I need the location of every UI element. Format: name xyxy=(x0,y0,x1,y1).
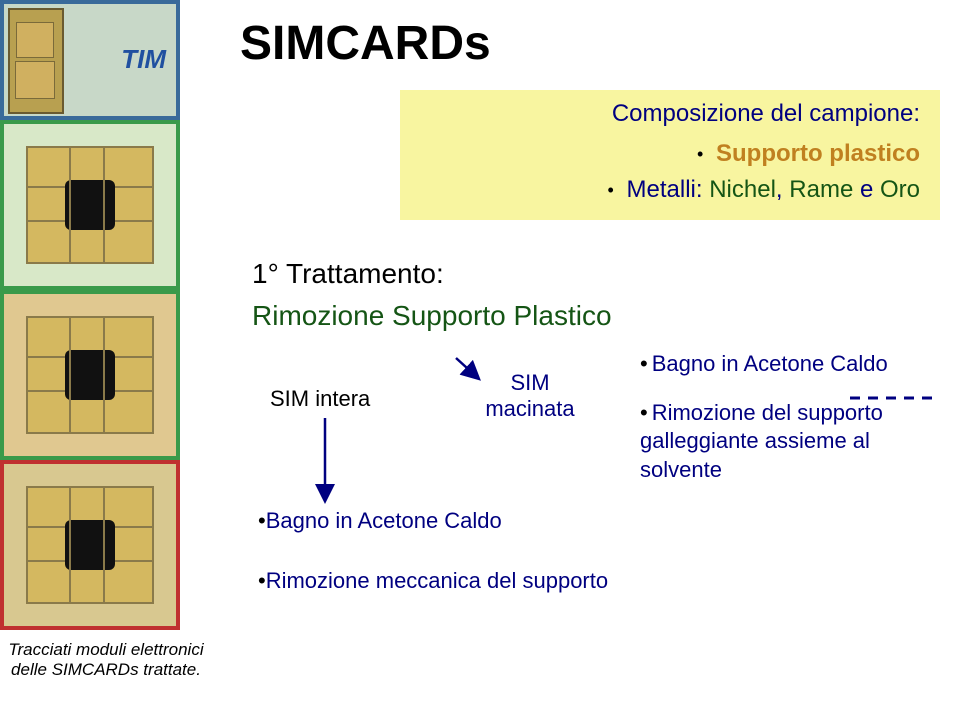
bullet-icon: • xyxy=(608,180,620,200)
metal-oro: Oro xyxy=(880,176,920,203)
chip-die xyxy=(65,520,115,570)
composition-box: Composizione del campione: • Supporto pl… xyxy=(400,90,940,220)
right-bullet-1-text: Bagno in Acetone Caldo xyxy=(652,351,888,376)
treatment-subheading: Rimozione Supporto Plastico xyxy=(252,300,612,332)
right-bullets: •Bagno in Acetone Caldo •Rimozione del s… xyxy=(640,350,920,504)
chip-photo-2 xyxy=(0,290,180,460)
treatment-heading: 1° Trattamento: xyxy=(252,258,444,290)
metal-rame: Rame xyxy=(789,176,853,203)
chip-contacts xyxy=(26,486,154,604)
composition-metals-prefix: Metalli: xyxy=(627,176,710,203)
sim-brand-label: TIM xyxy=(121,44,166,75)
image-column: TIM xyxy=(0,0,190,630)
bottom-bullet-2: •Rimozione meccanica del supporto xyxy=(258,568,608,594)
bullet-icon: • xyxy=(640,351,652,376)
slide: TIM SIMCARDs Composizione del campione: … xyxy=(0,0,960,720)
chip-die xyxy=(65,350,115,400)
right-bullet-2: •Rimozione del supporto galleggiante ass… xyxy=(640,399,920,485)
right-bullet-2-text: Rimozione del supporto galleggiante assi… xyxy=(640,400,883,482)
sim-macinata-label: SIM macinata xyxy=(475,370,585,423)
bullet-icon: • xyxy=(258,568,266,593)
sim-card-photo: TIM xyxy=(0,0,180,120)
chip-photo-3 xyxy=(0,460,180,630)
metal-nichel: Nichel xyxy=(709,176,776,203)
chip-die xyxy=(65,180,115,230)
sim-mac-line2: macinata xyxy=(485,396,574,421)
sep: e xyxy=(853,176,880,203)
right-bullet-1: •Bagno in Acetone Caldo xyxy=(640,350,920,379)
bottom-bullet-1-text: Bagno in Acetone Caldo xyxy=(266,508,502,533)
image-caption: Tracciati moduli elettronici delle SIMCA… xyxy=(6,640,206,681)
composition-support-label: Supporto plastico xyxy=(716,140,920,167)
bottom-bullet-2-text: Rimozione meccanica del supporto xyxy=(266,568,608,593)
chip-photo-1 xyxy=(0,120,180,290)
composition-line-2: • Metalli: Nichel, Rame e Oro xyxy=(420,172,920,208)
bullet-icon: • xyxy=(258,508,266,533)
sim-intera-label: SIM intera xyxy=(270,386,370,412)
chip-contacts xyxy=(26,146,154,264)
bottom-bullet-1: •Bagno in Acetone Caldo xyxy=(258,508,502,534)
chip-contacts xyxy=(26,316,154,434)
slide-title: SIMCARDs xyxy=(240,16,491,71)
sep: , xyxy=(776,176,789,203)
bullet-icon: • xyxy=(697,144,709,164)
composition-line-1: • Supporto plastico xyxy=(420,136,920,172)
sim-mac-line1: SIM xyxy=(510,370,549,395)
composition-heading: Composizione del campione: xyxy=(420,100,920,128)
bullet-icon: • xyxy=(640,400,652,425)
